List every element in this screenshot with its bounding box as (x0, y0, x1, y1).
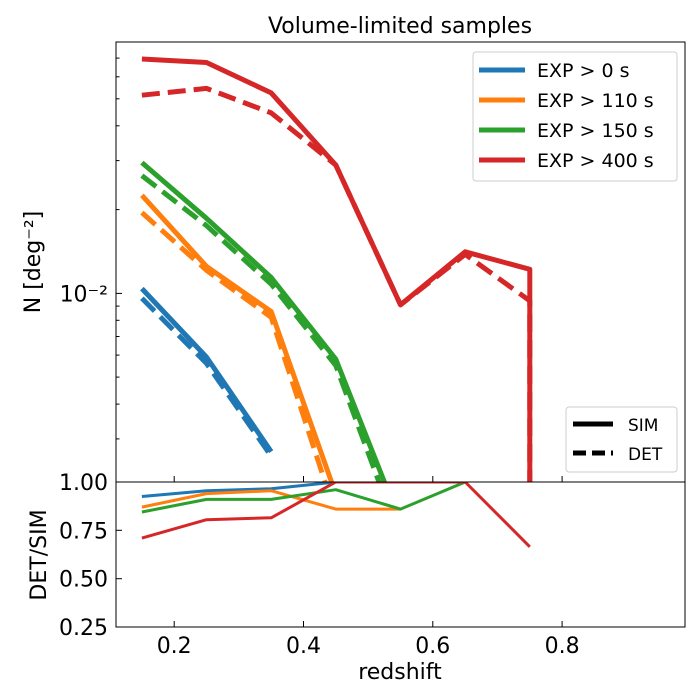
ratio-y-tick-label: 0.25 (59, 616, 108, 641)
ratio-plot-lines (141, 482, 531, 548)
main-x-ticks (173, 476, 563, 482)
series-legend: EXP > 0 s EXP > 110 s EXP > 150 s EXP > 400… (472, 51, 678, 182)
det-line-exp-110-s (140, 210, 328, 482)
chart-title: Volume-limited samples (268, 14, 532, 39)
sim-line-exp-400-s (141, 56, 533, 482)
sim-line-exp-0-s (140, 286, 274, 454)
main-plot-lines (140, 56, 533, 482)
det-line-exp-0-s (140, 296, 274, 458)
ratio-y-tick-label: 0.50 (59, 568, 108, 593)
x-tick-label: 0.2 (157, 634, 192, 659)
main-y-ticks: 10⁻² (60, 41, 122, 440)
sim-line-exp-110-s (140, 193, 335, 482)
x-axis-label: redshift (358, 660, 442, 685)
x-tick-label: 0.6 (415, 634, 450, 659)
ratio-line-exp-110-s (141, 489, 401, 511)
series-legend-box (472, 51, 678, 182)
main-y-tick-label: 10⁻² (60, 282, 108, 307)
ratio-y-tick-label: 0.75 (59, 519, 108, 544)
ratio-plot-frame (115, 481, 686, 628)
det-line-exp-400-s (141, 85, 533, 482)
x-tick-label: 0.8 (545, 634, 580, 659)
legend-label-exp-0-s: EXP > 0 s (537, 60, 630, 82)
sim-line-exp-150-s (140, 160, 388, 482)
ratio-line-exp-0-s (141, 482, 336, 498)
legend-label-exp-400-s: EXP > 400 s (537, 150, 654, 172)
x-tick-label: 0.4 (286, 634, 321, 659)
det-line-exp-150-s (140, 173, 382, 482)
ratio-x-ticks: 0.2 0.4 0.6 0.8 (157, 621, 580, 659)
ratio-line-exp-150-s (141, 482, 466, 514)
legend-label-exp-110-s: EXP > 110 s (537, 90, 654, 112)
ratio-y-tick-label: 1.00 (59, 471, 108, 496)
style-label-sim: SIM (628, 416, 658, 436)
style-label-det: DET (628, 445, 663, 465)
legend-label-exp-150-s: EXP > 150 s (537, 120, 654, 142)
ratio-y-axis-label: DET/SIM (27, 509, 52, 600)
ratio-y-ticks: 1.00 0.75 0.50 0.25 (59, 471, 122, 641)
ratio-line-exp-400-s (141, 482, 531, 548)
style-legend: SIM DET (565, 406, 678, 473)
main-y-axis-label: N [deg⁻²] (21, 211, 46, 314)
